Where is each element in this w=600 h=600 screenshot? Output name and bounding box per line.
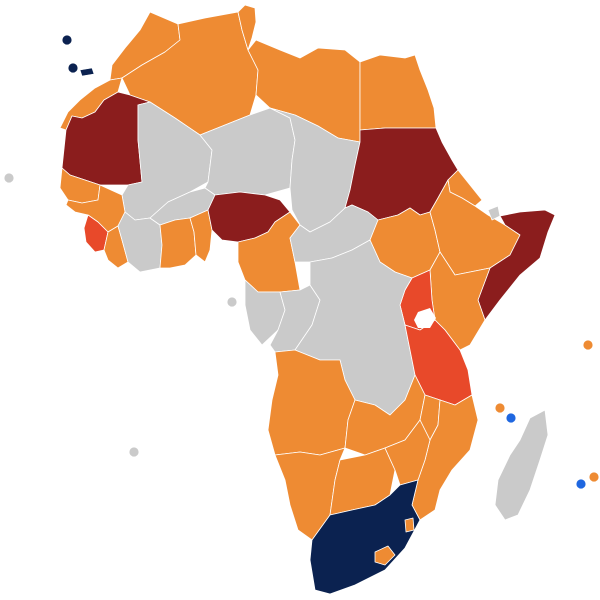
region-ghana	[159, 217, 197, 269]
island-canary-islands	[67, 62, 79, 74]
island-cape-verde	[3, 172, 15, 184]
island-canary-small	[79, 67, 95, 77]
region-lesotho	[374, 545, 396, 566]
region-eswatini	[404, 517, 415, 533]
island-comoros	[494, 402, 506, 414]
island-madeira	[61, 34, 73, 46]
island-sao-tome	[226, 296, 238, 308]
region-south-africa	[309, 479, 421, 595]
island-seychelles	[582, 339, 594, 351]
island-mayotte	[505, 412, 517, 424]
island-saint-helena	[128, 446, 140, 458]
region-zimbabwe	[384, 419, 431, 486]
island-reunion	[575, 478, 587, 490]
region-somalia	[477, 209, 556, 321]
island-mauritius	[588, 471, 600, 483]
region-madagascar	[494, 409, 549, 521]
region-sierra-leone	[83, 214, 109, 253]
region-tunisia	[237, 4, 257, 51]
lake-victoria	[414, 308, 436, 328]
